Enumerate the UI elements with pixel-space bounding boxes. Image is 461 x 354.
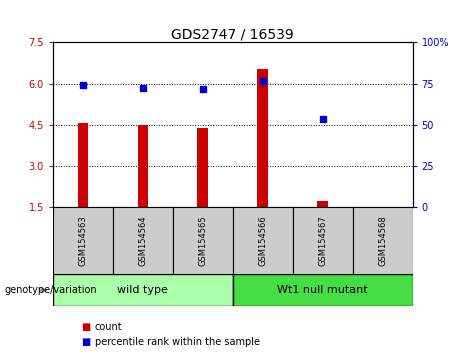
Text: GSM154568: GSM154568 (378, 215, 387, 266)
Text: genotype/variation: genotype/variation (5, 285, 97, 295)
Bar (77, 124, 89, 207)
Bar (113, 207, 173, 274)
Bar (137, 125, 148, 207)
Bar (317, 201, 328, 207)
Text: ■: ■ (81, 322, 90, 332)
Text: GSM154566: GSM154566 (258, 215, 267, 266)
Bar (293, 207, 353, 274)
Title: GDS2747 / 16539: GDS2747 / 16539 (171, 27, 294, 41)
Text: count: count (95, 322, 122, 332)
Text: ■: ■ (81, 337, 90, 347)
Bar (233, 207, 293, 274)
Text: percentile rank within the sample: percentile rank within the sample (95, 337, 260, 347)
Bar (53, 274, 233, 306)
Text: GSM154567: GSM154567 (318, 215, 327, 266)
Bar (353, 207, 413, 274)
Bar (233, 274, 413, 306)
Bar (197, 128, 208, 207)
Text: Wt1 null mutant: Wt1 null mutant (278, 285, 368, 295)
Text: GSM154565: GSM154565 (198, 215, 207, 266)
Bar (257, 69, 268, 207)
Bar (53, 207, 113, 274)
Text: wild type: wild type (118, 285, 168, 295)
Bar (173, 207, 233, 274)
Text: GSM154564: GSM154564 (138, 215, 148, 266)
Text: GSM154563: GSM154563 (78, 215, 88, 266)
